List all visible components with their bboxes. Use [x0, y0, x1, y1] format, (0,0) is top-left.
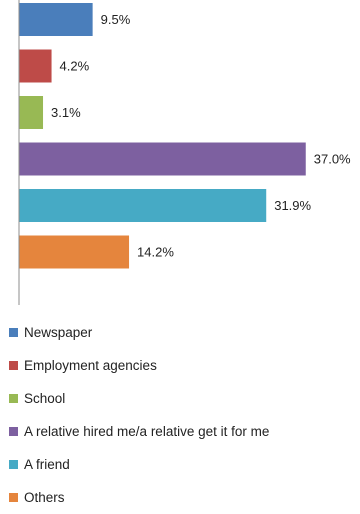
bars-layer: [19, 3, 306, 269]
bar-0: [19, 3, 93, 36]
data-label-0: 9.5%: [101, 12, 131, 27]
bar-2: [19, 96, 44, 129]
legend-item-0: Newspaper: [9, 316, 269, 349]
bar-5: [19, 235, 130, 269]
legend-item-3: A relative hired me/a relative get it fo…: [9, 415, 269, 448]
data-label-1: 4.2%: [60, 59, 90, 74]
legend-swatch-4: [9, 460, 18, 469]
data-label-4: 31.9%: [274, 198, 311, 213]
legend-label-0: Newspaper: [24, 325, 93, 340]
legend-swatch-3: [9, 427, 18, 436]
legend-item-1: Employment agencies: [9, 349, 269, 382]
legend-label-2: School: [24, 391, 66, 406]
bar-1: [19, 49, 52, 83]
legend-swatch-1: [9, 361, 18, 370]
bar-4: [19, 189, 267, 222]
data-label-5: 14.2%: [137, 245, 174, 260]
legend-item-2: School: [9, 382, 269, 415]
legend-label-3: A relative hired me/a relative get it fo…: [24, 424, 270, 439]
bar-3: [19, 142, 306, 176]
legend-label-4: A friend: [24, 457, 70, 472]
data-label-3: 37.0%: [314, 152, 351, 167]
data-label-2: 3.1%: [51, 105, 81, 120]
legend-item-5: Others: [9, 481, 269, 514]
chart-legend: Newspaper Employment agencies School A rela…: [9, 316, 269, 514]
legend-label-1: Employment agencies: [24, 358, 157, 373]
bar-chart: 9.5% 4.2% 3.1% 37.0% 31.9% 14.2%: [18, 0, 351, 305]
legend-swatch-0: [9, 328, 18, 337]
legend-item-4: A friend: [9, 448, 269, 481]
data-labels-layer: 9.5% 4.2% 3.1% 37.0% 31.9% 14.2%: [51, 12, 351, 260]
legend-label-5: Others: [24, 490, 65, 505]
legend-swatch-5: [9, 493, 18, 502]
legend-swatch-2: [9, 394, 18, 403]
